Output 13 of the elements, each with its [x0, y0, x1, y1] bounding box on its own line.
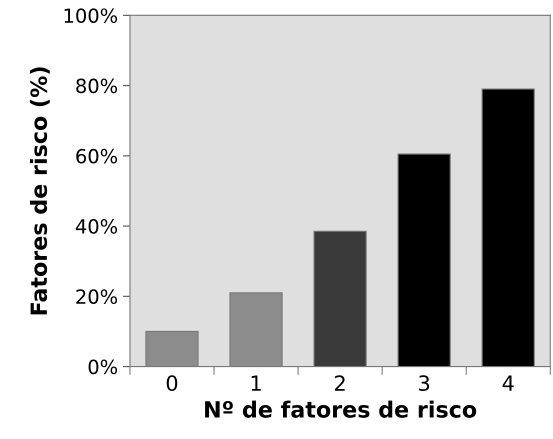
y-tick-label: 0%: [88, 360, 118, 374]
y-tick-label: 20%: [76, 289, 118, 304]
y-axis-title: Fatores de risco (%): [30, 67, 50, 314]
y-tick-label: 60%: [76, 148, 118, 164]
x-axis-title: Nº de fatores de risco: [205, 400, 476, 418]
x-tick-label: 3: [419, 375, 430, 392]
y-tick-label: 100%: [64, 8, 118, 24]
x-tick-label: 1: [252, 376, 261, 391]
x-tick-label: 4: [502, 376, 514, 391]
x-tick-label: 0: [166, 375, 178, 392]
x-tick-label: 2: [334, 375, 345, 391]
y-tick-label: 40%: [76, 219, 118, 234]
y-tick-label: 80%: [76, 78, 118, 94]
